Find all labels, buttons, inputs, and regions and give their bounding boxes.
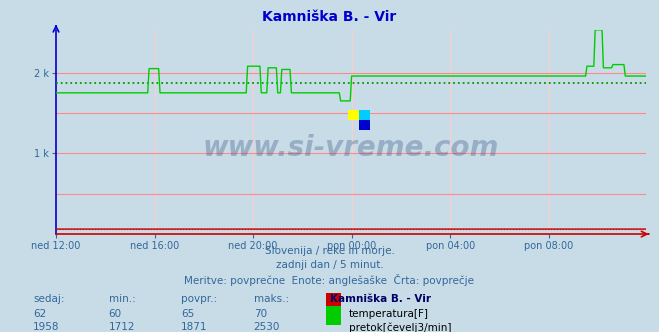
Text: www.si-vreme.com: www.si-vreme.com [203, 134, 499, 162]
Text: 1958: 1958 [33, 322, 59, 332]
Text: min.:: min.: [109, 294, 136, 304]
Text: maks.:: maks.: [254, 294, 289, 304]
Text: Kamniška B. - Vir: Kamniška B. - Vir [330, 294, 430, 304]
Text: 62: 62 [33, 309, 46, 319]
Text: zadnji dan / 5 minut.: zadnji dan / 5 minut. [275, 260, 384, 270]
Text: temperatura[F]: temperatura[F] [349, 309, 428, 319]
Bar [359, 110, 370, 120]
Text: 2530: 2530 [254, 322, 280, 332]
Text: 60: 60 [109, 309, 122, 319]
Text: povpr.:: povpr.: [181, 294, 217, 304]
Bar [359, 120, 370, 130]
Text: Kamniška B. - Vir: Kamniška B. - Vir [262, 10, 397, 24]
Bar [348, 110, 359, 120]
Text: pretok[čevelj3/min]: pretok[čevelj3/min] [349, 322, 451, 332]
Text: 1871: 1871 [181, 322, 208, 332]
Text: sedaj:: sedaj: [33, 294, 65, 304]
Text: Meritve: povprečne  Enote: anglešaške  Črta: povprečje: Meritve: povprečne Enote: anglešaške Črt… [185, 274, 474, 286]
Text: 70: 70 [254, 309, 267, 319]
Text: Slovenija / reke in morje.: Slovenija / reke in morje. [264, 246, 395, 256]
Text: 1712: 1712 [109, 322, 135, 332]
Text: 65: 65 [181, 309, 194, 319]
